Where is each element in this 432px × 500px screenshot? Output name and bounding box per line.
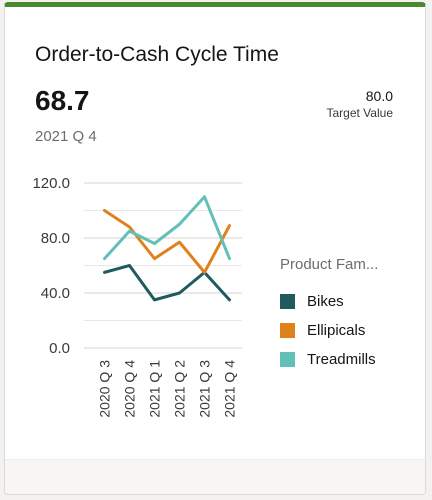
kpi-period: 2021 Q 4 bbox=[35, 128, 97, 145]
x-tick-label: 2021 Q 4 bbox=[222, 360, 238, 418]
x-tick-label: 2021 Q 3 bbox=[197, 360, 213, 418]
target-label: Target Value bbox=[326, 106, 394, 120]
legend-label-ellipicals: Ellipicals bbox=[307, 321, 366, 339]
y-tick-label: 40.0 bbox=[41, 285, 70, 302]
legend-swatch-treadmills bbox=[280, 351, 295, 367]
y-tick-label: 120.0 bbox=[32, 175, 70, 192]
series-line-bikes bbox=[103, 264, 231, 302]
y-tick-label: 0.0 bbox=[49, 340, 70, 357]
legend-swatch-bikes bbox=[280, 293, 295, 309]
legend-title: Product Fam... bbox=[280, 256, 379, 273]
legend-label-bikes: Bikes bbox=[307, 292, 344, 310]
legend-item-treadmills[interactable]: Treadmills bbox=[280, 349, 376, 369]
kpi-card[interactable]: Order-to-Cash Cycle Time 68.7 2021 Q 4 8… bbox=[4, 2, 426, 495]
legend-swatch-ellipicals bbox=[280, 322, 295, 338]
legend-item-bikes[interactable]: Bikes bbox=[280, 291, 344, 311]
legend-item-ellipicals[interactable]: Ellipicals bbox=[280, 320, 365, 340]
x-tick-label: 2021 Q 2 bbox=[172, 360, 188, 418]
x-tick-label: 2020 Q 4 bbox=[122, 360, 138, 418]
legend-label-treadmills: Treadmills bbox=[307, 350, 376, 368]
target-value: 80.0 bbox=[365, 88, 393, 104]
card-footer bbox=[5, 459, 425, 494]
kpi-value: 68.7 bbox=[35, 85, 90, 116]
series-line-ellipicals bbox=[103, 209, 231, 274]
y-tick-label: 80.0 bbox=[41, 230, 70, 247]
x-tick-label: 2021 Q 1 bbox=[147, 360, 163, 418]
x-tick-label: 2020 Q 3 bbox=[97, 360, 113, 418]
series-line-treadmills bbox=[103, 195, 231, 261]
card-title: Order-to-Cash Cycle Time bbox=[35, 43, 279, 66]
